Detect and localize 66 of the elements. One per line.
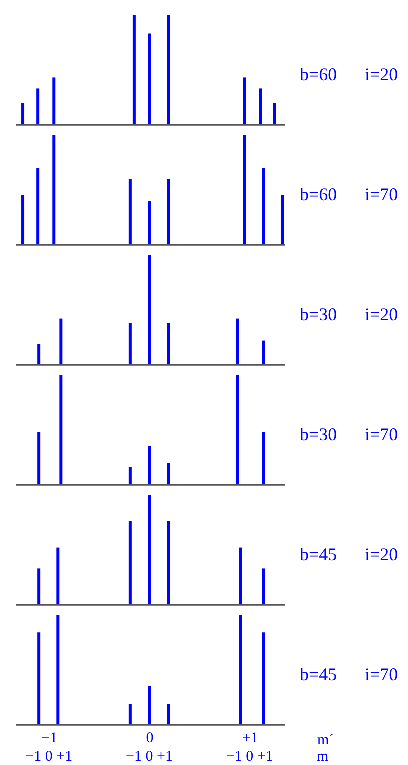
bar: [22, 103, 25, 125]
bar: [148, 446, 151, 485]
text: b=45: [300, 544, 338, 564]
bar: [239, 548, 242, 605]
bar: [243, 78, 246, 125]
bar: [52, 78, 56, 125]
text: −1 0 +1: [126, 749, 173, 765]
bar: [167, 323, 170, 365]
x-tick-label: +1: [242, 730, 258, 746]
bar: [148, 686, 151, 725]
text: b=45: [300, 664, 338, 684]
bar: [38, 432, 41, 485]
bar: [36, 88, 40, 125]
bar: [273, 103, 276, 125]
bar: [167, 179, 170, 245]
text: i=20: [365, 64, 398, 84]
bar: [243, 135, 246, 245]
bar: [36, 168, 40, 245]
bar: [148, 255, 151, 365]
bar: [60, 318, 63, 365]
bar: [262, 632, 266, 725]
text: −1 0 +1: [26, 749, 73, 765]
bar: [167, 463, 170, 485]
bar: [262, 568, 266, 605]
bar: [38, 344, 41, 365]
text: −1 0 +1: [226, 749, 274, 765]
bar: [56, 548, 60, 605]
text: b=60: [300, 184, 338, 204]
bar: [148, 34, 151, 125]
bar: [128, 179, 132, 245]
bar: [132, 15, 136, 125]
bar: [167, 521, 170, 605]
text: m: [317, 749, 329, 765]
bar: [148, 495, 151, 605]
x-axis-title: m´: [318, 732, 334, 748]
bar: [52, 135, 56, 245]
x-tick-label: −1: [42, 730, 58, 746]
text: i=70: [365, 184, 398, 204]
bar: [56, 615, 60, 725]
bar: [60, 375, 63, 485]
bar: [38, 568, 41, 605]
text: b=30: [300, 304, 338, 324]
text: b=30: [300, 424, 338, 444]
bar: [259, 88, 262, 125]
bar: [236, 375, 240, 485]
bar: [262, 340, 266, 365]
text: b=60: [300, 64, 338, 84]
bar: [281, 196, 284, 245]
bar: [239, 615, 242, 725]
bar: [167, 15, 170, 125]
bar: [128, 521, 132, 605]
text: i=20: [365, 304, 398, 324]
bar: [236, 318, 240, 365]
x-tick-label: 0: [146, 730, 154, 746]
bar: [128, 467, 132, 485]
bar: [22, 196, 25, 245]
bar: [38, 632, 41, 725]
text: i=70: [365, 424, 398, 444]
bar: [148, 201, 151, 245]
bar: [128, 704, 132, 725]
text: i=20: [365, 544, 398, 564]
bar: [167, 704, 170, 725]
bar: [128, 323, 132, 365]
text: i=70: [365, 664, 398, 684]
bar: [262, 432, 266, 485]
bar: [262, 168, 266, 245]
